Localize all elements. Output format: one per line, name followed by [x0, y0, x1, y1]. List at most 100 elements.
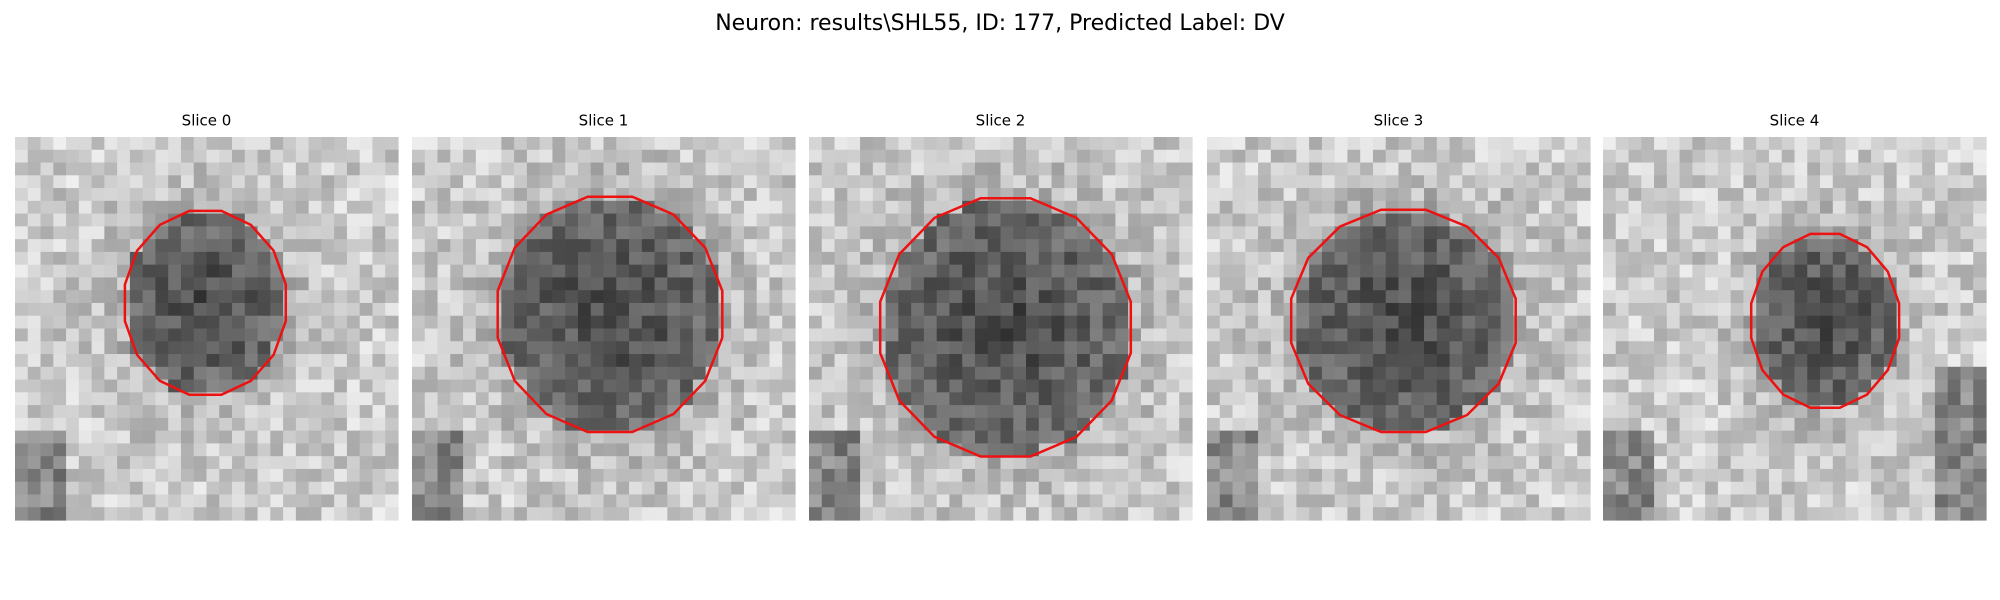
- pixel: [1219, 315, 1234, 330]
- pixel: [257, 443, 271, 457]
- pixel: [552, 239, 566, 253]
- pixel: [539, 354, 554, 368]
- pixel: [1334, 417, 1349, 432]
- pixel: [1922, 392, 1936, 406]
- pixel: [1717, 417, 1732, 432]
- pixel: [680, 366, 694, 381]
- pixel: [244, 200, 259, 215]
- pixel: [1000, 341, 1014, 355]
- pixel: [463, 341, 477, 355]
- pixel: [437, 494, 451, 508]
- pixel: [372, 251, 386, 266]
- pixel: [412, 443, 426, 457]
- pixel: [539, 417, 554, 432]
- pixel: [756, 302, 771, 317]
- pixel: [295, 366, 310, 381]
- pixel: [321, 392, 335, 406]
- pixel: [860, 239, 874, 253]
- pixel: [936, 226, 951, 240]
- pixel: [847, 379, 861, 393]
- pixel: [872, 366, 887, 381]
- pixel: [1270, 366, 1285, 381]
- pixel: [1820, 341, 1834, 355]
- pixel: [577, 149, 592, 164]
- pixel: [1564, 468, 1578, 483]
- pixel: [1449, 507, 1463, 521]
- pixel: [1089, 443, 1104, 457]
- pixel: [1577, 468, 1591, 483]
- pixel: [1679, 251, 1693, 266]
- pixel: [1551, 239, 1566, 253]
- pixel: [821, 137, 836, 151]
- pixel: [40, 290, 54, 304]
- pixel: [142, 213, 157, 227]
- pixel: [1564, 417, 1578, 432]
- pixel: [1245, 239, 1259, 253]
- pixel: [1922, 507, 1936, 521]
- pixel: [1372, 213, 1387, 227]
- pixel: [1922, 213, 1936, 227]
- pixel: [1934, 290, 1949, 304]
- pixel: [552, 251, 566, 266]
- pixel: [949, 315, 963, 330]
- pixel: [1360, 264, 1374, 279]
- pixel: [1858, 443, 1872, 457]
- pixel: [463, 277, 477, 291]
- pixel: [1372, 226, 1387, 240]
- pixel: [295, 443, 310, 457]
- pixel: [1372, 328, 1387, 342]
- pixel: [1526, 290, 1540, 304]
- pixel: [1436, 366, 1451, 381]
- pixel: [1334, 239, 1349, 253]
- pixel: [539, 366, 554, 381]
- pixel: [308, 430, 322, 444]
- pixel: [1038, 354, 1053, 368]
- pixel: [590, 277, 605, 291]
- pixel: [1038, 302, 1053, 317]
- pixel: [1973, 277, 1987, 291]
- pixel: [885, 405, 899, 419]
- pixel: [821, 507, 836, 521]
- pixel: [463, 494, 477, 508]
- pixel: [232, 188, 246, 202]
- pixel: [206, 328, 220, 342]
- pixel: [1487, 354, 1502, 368]
- pixel: [27, 264, 42, 279]
- pixel: [692, 430, 707, 444]
- pixel: [359, 315, 374, 330]
- pixel: [987, 277, 1002, 291]
- pixel: [129, 162, 144, 176]
- pixel: [1947, 443, 1962, 457]
- pixel: [1179, 328, 1193, 342]
- pixel: [104, 430, 118, 444]
- pixel: [1513, 417, 1527, 432]
- pixel: [1603, 251, 1617, 266]
- pixel: [1551, 456, 1566, 470]
- pixel: [1064, 456, 1078, 470]
- pixel: [1909, 264, 1923, 279]
- pixel: [898, 188, 912, 202]
- pixel: [539, 468, 554, 483]
- contour: [1289, 208, 1517, 434]
- pixel: [692, 188, 707, 202]
- pixel: [1424, 366, 1438, 381]
- pixel: [463, 175, 477, 189]
- pixel: [809, 149, 823, 164]
- pixel: [577, 507, 592, 521]
- pixel: [1603, 162, 1617, 176]
- pixel: [1372, 137, 1387, 151]
- pixel: [1820, 200, 1834, 215]
- pixel: [1077, 162, 1091, 176]
- pixel: [15, 341, 29, 355]
- pixel: [911, 302, 925, 317]
- pixel: [1424, 149, 1438, 164]
- pixel: [1960, 290, 1974, 304]
- pixel: [1026, 277, 1040, 291]
- pixel: [1245, 481, 1259, 496]
- pixel: [987, 481, 1002, 496]
- pixel: [168, 226, 182, 240]
- pixel: [860, 175, 874, 189]
- pixel: [412, 188, 426, 202]
- pixel: [1038, 137, 1053, 151]
- pixel: [1462, 366, 1476, 381]
